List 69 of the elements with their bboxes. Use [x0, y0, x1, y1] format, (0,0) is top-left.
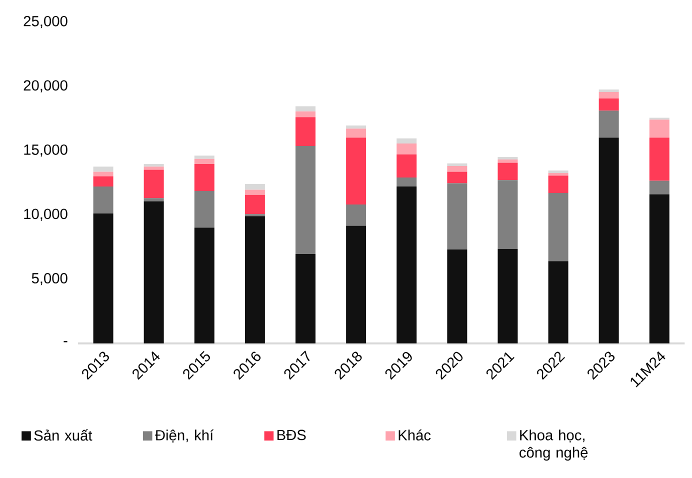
bar: [649, 138, 670, 181]
legend-label: BĐS: [277, 430, 306, 440]
bar: [598, 89, 619, 92]
bar: [296, 117, 316, 146]
legend-label: Điện, khí: [155, 430, 214, 443]
bar: [498, 180, 518, 249]
bar: [498, 156, 518, 160]
bar: [144, 166, 164, 170]
bar: [144, 198, 164, 202]
bar: [296, 254, 316, 344]
bar: [396, 143, 417, 154]
bar: [296, 111, 316, 118]
bar: [93, 172, 114, 176]
y-tick-label: 10,000: [24, 208, 68, 221]
bar: [396, 186, 417, 344]
bar: [244, 216, 265, 344]
bar: [548, 170, 568, 174]
bar: [447, 250, 468, 344]
bar: [548, 176, 568, 193]
bar: [649, 194, 670, 344]
bar: [447, 163, 468, 166]
bar: [144, 164, 164, 167]
bar: [447, 183, 468, 250]
bar: [244, 194, 265, 214]
bar: [93, 166, 114, 172]
legend-label: Khoa học, công nghệ: [520, 430, 588, 461]
bar: [396, 154, 417, 178]
bar: [649, 180, 670, 194]
bar: [194, 164, 214, 192]
bar: [447, 172, 468, 184]
bar: [346, 125, 366, 129]
bar: [396, 138, 417, 144]
y-tick-label: 5,000: [32, 273, 68, 286]
bar: [548, 261, 568, 344]
bar: [296, 146, 316, 254]
legend-label: Sản xuất: [34, 429, 92, 441]
y-tick-label: 25,000: [24, 16, 68, 28]
bar: [598, 110, 619, 138]
bar: [244, 184, 265, 190]
bar: [447, 166, 468, 172]
bar: [93, 186, 114, 214]
y-tick-label: -: [64, 341, 68, 342]
bar: [548, 173, 568, 176]
bar: [144, 170, 164, 198]
bar: [598, 138, 619, 344]
bar: [194, 191, 214, 228]
bar: [346, 204, 366, 226]
bar: [93, 176, 114, 187]
bar: [498, 162, 518, 180]
legend-label: Khác: [398, 430, 431, 440]
bar: [649, 120, 670, 138]
bar: [144, 201, 164, 344]
bar: [498, 248, 518, 344]
bar: [194, 158, 214, 164]
bar: [93, 214, 114, 344]
bar: [194, 228, 214, 344]
bar: [296, 106, 316, 112]
bar: [346, 128, 366, 138]
y-tick-label: 15,000: [24, 144, 68, 157]
bar: [194, 156, 214, 159]
bar: [598, 98, 619, 111]
bar: [548, 192, 568, 262]
bar: [346, 226, 366, 344]
y-tick-label: 20,000: [24, 80, 68, 92]
bar: [244, 190, 265, 195]
bar: [498, 160, 518, 163]
bar: [396, 178, 417, 187]
bar: [598, 92, 619, 98]
bar: [346, 138, 366, 205]
